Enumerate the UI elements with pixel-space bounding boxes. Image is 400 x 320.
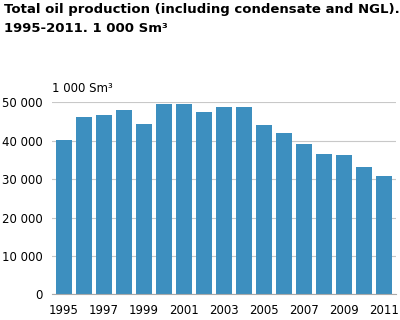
- Bar: [376, 176, 392, 294]
- Text: Total oil production (including condensate and NGL). January-March.: Total oil production (including condensa…: [4, 3, 400, 16]
- Bar: [276, 133, 292, 294]
- Bar: [156, 104, 172, 294]
- Bar: [136, 124, 152, 294]
- Bar: [316, 154, 332, 294]
- Bar: [56, 140, 72, 294]
- Text: 1995-2011. 1 000 Sm³: 1995-2011. 1 000 Sm³: [4, 22, 168, 36]
- Bar: [76, 117, 92, 294]
- Bar: [96, 115, 112, 294]
- Text: 1 000 Sm³: 1 000 Sm³: [52, 82, 113, 95]
- Bar: [336, 155, 352, 294]
- Bar: [236, 108, 252, 294]
- Bar: [256, 125, 272, 294]
- Bar: [356, 166, 372, 294]
- Bar: [176, 104, 192, 294]
- Bar: [116, 110, 132, 294]
- Bar: [216, 108, 232, 294]
- Bar: [196, 112, 212, 294]
- Bar: [296, 144, 312, 294]
